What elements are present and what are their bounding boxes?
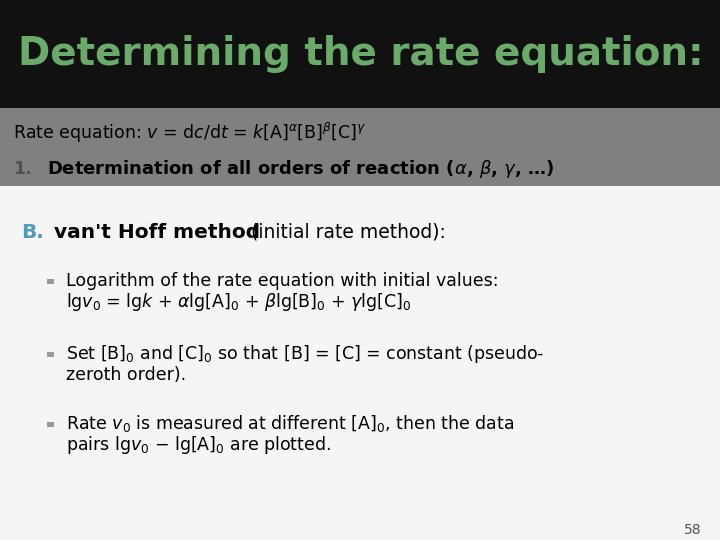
Text: Logarithm of the rate equation with initial values:: Logarithm of the rate equation with init…: [66, 272, 499, 290]
Text: pairs lg$v_0$ $-$ lg[A]$_0$ are plotted.: pairs lg$v_0$ $-$ lg[A]$_0$ are plotted.: [66, 435, 331, 456]
Text: Set [B]$_0$ and [C]$_0$ so that [B] = [C] = constant (pseudo-: Set [B]$_0$ and [C]$_0$ so that [B] = [C…: [66, 343, 545, 364]
Bar: [0, 108, 720, 186]
Text: 1.: 1.: [13, 160, 32, 178]
Text: Determination of all orders of reaction ($\it{\alpha}$, $\it{\beta}$, $\it{\gamm: Determination of all orders of reaction …: [47, 158, 554, 180]
Text: 58: 58: [685, 523, 702, 537]
Text: zeroth order).: zeroth order).: [66, 366, 186, 384]
Text: van't Hoff method: van't Hoff method: [54, 222, 260, 242]
Text: Determining the rate equation:: Determining the rate equation:: [18, 35, 703, 73]
Text: (initial rate method):: (initial rate method):: [245, 222, 446, 242]
Bar: [0, 186, 720, 540]
Bar: [47, 352, 54, 357]
Bar: [47, 279, 54, 284]
Bar: [0, 0, 720, 108]
Text: B.: B.: [22, 222, 45, 242]
Text: Rate equation: $v$ = d$c$/d$t$ = $k$[A]$^{\alpha}$[B]$^{\beta}$[C]$^{\gamma}$: Rate equation: $v$ = d$c$/d$t$ = $k$[A]$…: [13, 120, 366, 145]
Text: lg$v_0$ = lg$k$ + $\alpha$lg[A]$_0$ + $\beta$lg[B]$_0$ + $\gamma$lg[C]$_0$: lg$v_0$ = lg$k$ + $\alpha$lg[A]$_0$ + $\…: [66, 292, 412, 313]
Bar: [47, 422, 54, 427]
Text: Rate $v_0$ is measured at different [A]$_0$, then the data: Rate $v_0$ is measured at different [A]$…: [66, 414, 515, 434]
